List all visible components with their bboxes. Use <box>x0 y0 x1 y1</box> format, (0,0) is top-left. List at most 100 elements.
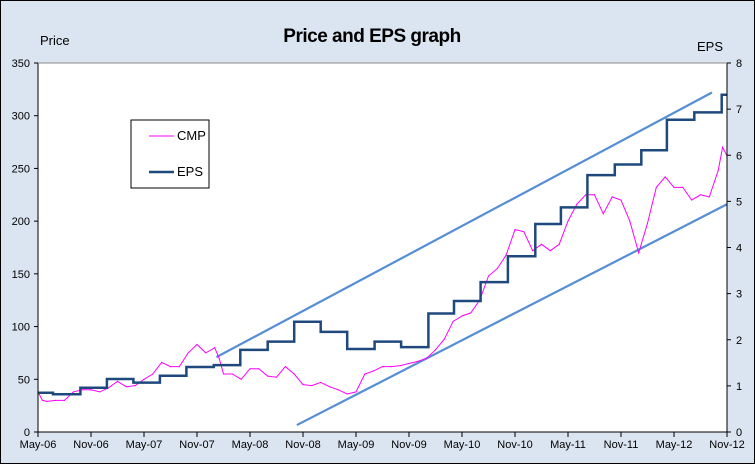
cmp-point <box>99 391 101 393</box>
cmp-point <box>284 366 286 368</box>
cmp-point <box>311 385 313 387</box>
cmp-point <box>576 203 578 205</box>
cmp-point <box>620 199 622 201</box>
cmp-point <box>443 338 445 340</box>
y2-tick-label: 3 <box>736 289 742 301</box>
x-tick-label: Nov-06 <box>73 439 108 451</box>
cmp-point <box>169 366 172 368</box>
cmp-point <box>258 368 260 370</box>
cmp-point <box>267 375 269 377</box>
x-tick-label: May-06 <box>20 439 57 451</box>
cmp-point <box>218 357 220 359</box>
cmp-point <box>593 194 596 196</box>
cmp-point <box>152 373 154 375</box>
x-tick-label: Nov-08 <box>285 439 320 451</box>
cmp-point <box>461 315 463 317</box>
x-tick-label: Nov-07 <box>179 439 214 451</box>
cmp-point <box>143 378 145 380</box>
cmp-point <box>717 169 719 172</box>
eps-step-line <box>38 93 727 396</box>
cmp-point <box>417 360 419 362</box>
cmp-point <box>275 376 278 378</box>
cmp-point <box>63 399 66 401</box>
y2-axis-label: EPS <box>697 39 723 54</box>
cmp-point <box>116 380 119 382</box>
cmp-point <box>108 387 110 389</box>
cmp-line <box>37 145 728 402</box>
cmp-point <box>721 146 724 148</box>
cmp-point <box>646 222 649 224</box>
cmp-point <box>178 366 180 368</box>
cmp-point <box>655 186 657 189</box>
cmp-point <box>673 186 675 189</box>
cmp-point <box>699 194 702 196</box>
plot-area <box>38 63 727 432</box>
upper-channel-trendline <box>215 91 713 359</box>
lower-channel-trendline <box>296 203 728 427</box>
cmp-point <box>355 391 357 393</box>
cmp-point <box>452 320 454 322</box>
cmp-point <box>567 220 569 222</box>
cmp-point <box>231 373 233 375</box>
cmp-point <box>337 389 339 391</box>
cmp-point <box>55 399 57 401</box>
cmp-point <box>408 362 410 365</box>
chart-title: Price and EPS graph <box>283 26 460 47</box>
cmp-point <box>549 250 551 252</box>
y-tick-label: 200 <box>12 216 30 228</box>
x-tick-label: Nov-09 <box>391 439 426 451</box>
cmp-point <box>558 243 560 245</box>
cmp-point <box>434 349 437 351</box>
cmp-point <box>328 386 331 388</box>
cmp-point <box>682 186 684 189</box>
cmp-point <box>708 196 710 198</box>
x-tick-label: May-12 <box>656 439 693 451</box>
y2-tick-label: 0 <box>736 427 742 439</box>
cmp-point <box>532 250 534 252</box>
cmp-point <box>487 275 490 277</box>
y-tick-label: 100 <box>12 322 30 334</box>
y-tick-label: 50 <box>18 374 30 386</box>
y2-tick-label: 1 <box>736 381 742 393</box>
y-axis-label: Price <box>40 33 70 48</box>
y2-tick-label: 2 <box>736 335 742 347</box>
cmp-point <box>125 386 127 388</box>
cmp-point <box>611 196 613 198</box>
x-tick-label: May-09 <box>338 439 375 451</box>
cmp-point <box>629 220 631 222</box>
cmp-point <box>638 252 640 254</box>
cmp-point <box>346 393 348 395</box>
cmp-point <box>664 176 666 178</box>
cmp-point <box>46 400 48 403</box>
cmp-point <box>496 267 498 270</box>
y2-tick-label: 7 <box>736 104 742 116</box>
cmp-point <box>373 370 375 372</box>
cmp-point <box>41 399 44 401</box>
y-tick-label: 350 <box>12 58 30 70</box>
cmp-point <box>205 352 207 354</box>
cmp-point <box>187 352 189 354</box>
cmp-point <box>293 373 295 375</box>
cmp-point <box>214 347 216 349</box>
cmp-point <box>90 389 92 391</box>
cmp-point <box>399 364 401 367</box>
cmp-point <box>381 366 384 368</box>
y2-tick-label: 8 <box>736 58 742 70</box>
x-tick-label: May-08 <box>232 439 269 451</box>
y2-tick-label: 5 <box>736 196 742 208</box>
x-tick-label: Nov-12 <box>709 439 744 451</box>
cmp-point <box>364 373 366 375</box>
cmp-point <box>134 385 136 387</box>
cmp-point <box>514 228 516 231</box>
cmp-point <box>470 312 472 314</box>
y2-tick-label: 6 <box>736 150 742 162</box>
y-tick-label: 0 <box>24 427 30 439</box>
x-tick-label: Nov-11 <box>604 439 639 451</box>
cmp-point <box>81 389 83 391</box>
cmp-point <box>302 383 304 386</box>
legend-eps-label: EPS <box>177 164 203 179</box>
cmp-point <box>196 343 198 346</box>
cmp-point <box>240 378 242 380</box>
y-tick-label: 250 <box>12 163 30 175</box>
x-tick-label: May-11 <box>550 439 586 451</box>
